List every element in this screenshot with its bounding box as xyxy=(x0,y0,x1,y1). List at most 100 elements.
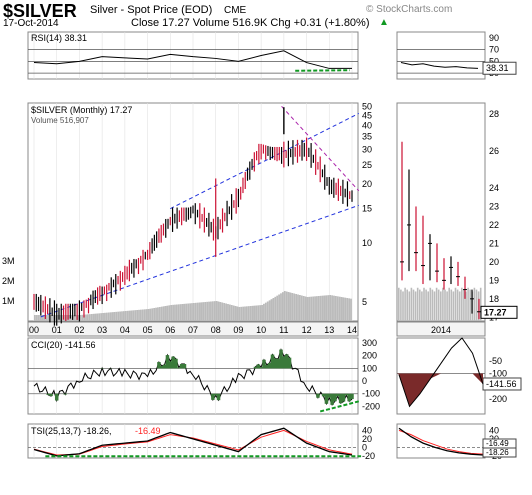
volume-bar xyxy=(122,311,125,321)
tsi-tick: 20 xyxy=(362,434,372,444)
volume-bar xyxy=(333,295,335,321)
volume-bar xyxy=(331,295,333,321)
inset-volume-bar xyxy=(454,287,457,321)
tsi-inset-signal xyxy=(398,429,484,455)
volume-bar xyxy=(191,303,193,321)
volume-bar xyxy=(128,310,131,321)
tsi-inset-line xyxy=(398,427,484,456)
volume-bar xyxy=(181,304,184,321)
volume-bar xyxy=(244,306,246,321)
volume-bar xyxy=(162,306,165,321)
inset-volume-bar xyxy=(440,291,442,321)
price-tick: 45 xyxy=(362,110,372,120)
volume-bar xyxy=(75,315,78,321)
inset-volume-bar xyxy=(435,287,438,321)
volume-bar xyxy=(73,315,76,321)
volume-bar xyxy=(208,301,210,321)
volume-bar xyxy=(236,306,239,321)
inset-volume-bar xyxy=(402,291,404,321)
volume-bar xyxy=(64,315,67,321)
price-tick: 25 xyxy=(362,160,372,170)
volume-bar xyxy=(136,310,139,321)
volume-bar xyxy=(204,302,207,321)
inset-x-axis-band xyxy=(396,321,486,337)
volume-bar xyxy=(102,313,104,321)
volume-bar xyxy=(183,303,186,321)
volume-bar xyxy=(151,308,154,321)
tsi-line xyxy=(33,427,353,457)
volume-bar xyxy=(198,302,201,321)
rsi-inset-line xyxy=(400,62,479,69)
volume-bar xyxy=(323,295,326,321)
volume-bar xyxy=(225,303,227,321)
volume-bar xyxy=(293,293,296,321)
volume-bar xyxy=(177,304,180,321)
volume-bar xyxy=(299,295,301,321)
cci-tick: 300 xyxy=(362,338,377,348)
volume-bar xyxy=(312,296,315,321)
volume-bar xyxy=(145,309,148,321)
volume-bar xyxy=(126,310,129,321)
tsi-tick: -20 xyxy=(362,451,375,461)
rsi-tick: 70 xyxy=(489,45,499,55)
inset-volume-bar xyxy=(469,289,471,321)
volume-bar xyxy=(79,315,82,321)
inset-volume-bar xyxy=(400,289,402,321)
inset-volume-bar xyxy=(473,287,476,321)
volume-tick: 1M xyxy=(2,296,15,306)
volume-bar xyxy=(234,306,237,321)
volume-bar xyxy=(109,312,112,321)
volume-bar xyxy=(325,295,328,321)
inset-volume-bar xyxy=(461,287,463,321)
volume-bar xyxy=(289,292,292,321)
volume-bar xyxy=(321,295,324,321)
volume-bar xyxy=(187,303,190,321)
volume-bar xyxy=(281,292,284,321)
volume-bar xyxy=(149,308,152,321)
price-tick: 30 xyxy=(362,145,372,155)
panel-rsi-inset xyxy=(396,31,486,80)
volume-bar xyxy=(249,306,252,321)
volume-bar xyxy=(319,295,322,321)
inset-volume-bar xyxy=(437,289,440,321)
volume-bar xyxy=(37,315,40,321)
volume-bar xyxy=(92,313,95,321)
volume-bar xyxy=(45,315,48,321)
volume-bar xyxy=(240,306,243,321)
volume-bar xyxy=(115,311,118,321)
inset-volume-bar xyxy=(446,291,448,321)
quote-date: 17-Oct-2014 xyxy=(3,18,59,29)
volume-bar xyxy=(90,314,93,321)
volume-bar xyxy=(217,301,220,321)
volume-bar xyxy=(302,296,305,321)
x-tick-label: 10 xyxy=(256,325,266,335)
volume-bar xyxy=(316,296,318,321)
symbol-title: $SILVER xyxy=(3,1,77,21)
volume-bar xyxy=(39,315,42,321)
inset-volume-bar xyxy=(467,287,469,321)
rsi-divergence-line xyxy=(295,69,350,72)
volume-bar xyxy=(232,305,235,321)
last-price-text: 17.27 xyxy=(484,307,507,317)
volume-bar xyxy=(285,291,288,321)
price-label: $SILVER (Monthly) 17.27 xyxy=(31,105,132,115)
volume-bar xyxy=(164,306,167,321)
inset-volume-bar xyxy=(452,291,455,321)
rsi-line xyxy=(33,50,352,69)
volume-bar xyxy=(121,311,123,321)
volume-bar xyxy=(52,315,55,321)
description: Silver - Spot Price (EOD) xyxy=(90,4,213,16)
volume-bar xyxy=(227,304,229,321)
volume-bar xyxy=(215,301,218,321)
inset-x-label: 2014 xyxy=(431,325,451,335)
volume-bar xyxy=(189,303,192,321)
inset-price-tick: 23 xyxy=(489,201,499,211)
up-arrow-icon: ▲ xyxy=(379,17,389,28)
volume-bar xyxy=(100,313,103,321)
rsi-label: RSI(14) 38.31 xyxy=(31,33,87,43)
tsi-tick: 0 xyxy=(362,442,367,452)
inset-volume-bar xyxy=(429,287,432,321)
rsi-tick: 90 xyxy=(489,33,499,43)
rsi-tick: 50 xyxy=(489,56,499,66)
